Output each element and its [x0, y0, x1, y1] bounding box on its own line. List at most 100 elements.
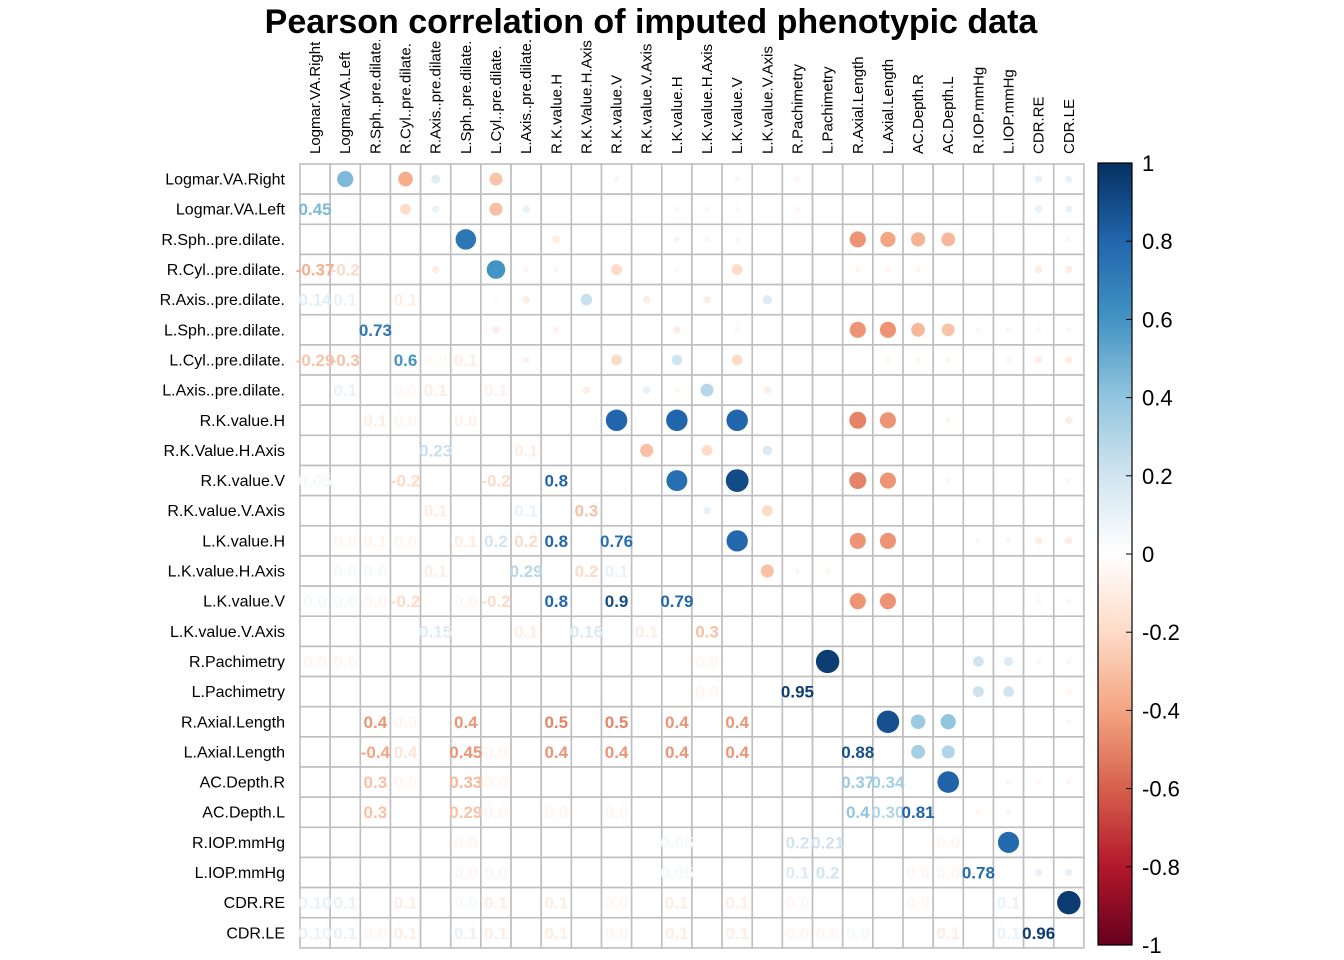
- grid-cell: [540, 766, 573, 798]
- correlation-value-label: 0.1: [514, 622, 538, 641]
- grid-cell: [932, 826, 965, 859]
- correlation-value-label: 0.1: [454, 351, 478, 370]
- correlation-value-label: 0.1: [544, 894, 568, 913]
- correlation-circle: [794, 568, 801, 574]
- grid-cell: [570, 193, 603, 226]
- grid-cell: [299, 404, 331, 437]
- grid-cell: [872, 283, 904, 316]
- grid-cell: [1022, 705, 1055, 738]
- column-label: R.Axis..pre.dilate.: [428, 36, 445, 154]
- grid-cell: [299, 585, 331, 618]
- grid-cell: [841, 705, 874, 738]
- correlation-circle: [762, 295, 772, 305]
- grid-cell: [630, 344, 663, 376]
- grid-cell: [329, 736, 362, 768]
- grid-cell: [600, 524, 633, 557]
- grid-cell: [811, 524, 844, 557]
- grid-cell: [329, 675, 362, 708]
- grid-cell: [962, 916, 995, 949]
- grid-cell: [811, 826, 844, 859]
- correlation-value-label: 0.1: [635, 622, 659, 641]
- column-label: Logmar.VA.Right: [307, 41, 324, 154]
- correlation-value-label: 0.0: [303, 592, 327, 611]
- grid-cell: [751, 796, 784, 829]
- correlation-circle: [580, 293, 593, 306]
- correlation-circle: [879, 593, 896, 610]
- correlation-value-label: 0.1: [997, 894, 1021, 913]
- grid-cell: [992, 464, 1025, 497]
- correlation-value-label: -0.29: [296, 351, 335, 370]
- grid-cell: [932, 585, 965, 618]
- grid-cell: [389, 796, 422, 829]
- correlation-value-label: 0.8: [544, 532, 568, 551]
- correlation-circle: [910, 232, 926, 247]
- column-label: L.IOP.mmHg: [1001, 69, 1018, 154]
- grid-cell: [329, 404, 362, 437]
- correlation-circle: [726, 409, 748, 432]
- grid-cell: [419, 675, 452, 708]
- correlation-circle: [431, 174, 441, 184]
- grid-cell: [359, 163, 392, 195]
- grid-cell: [691, 705, 723, 738]
- correlation-circle: [1065, 537, 1073, 545]
- grid-cell: [1052, 283, 1085, 316]
- color-legend: 1 0.8 0.6 0.4 0.2 0 -0.2 -0.4 -0.6 -0.8 -1: [1097, 151, 1180, 958]
- correlation-value-label: 0.0: [394, 411, 418, 430]
- row-label: AC.Depth.L: [202, 805, 285, 822]
- grid-cell: [1022, 374, 1055, 406]
- grid-cell: [691, 615, 723, 648]
- correlation-circle: [1034, 868, 1043, 877]
- grid-cell: [1052, 223, 1085, 256]
- grid-cell: [992, 494, 1025, 527]
- grid-cell: [660, 826, 693, 859]
- grid-cell: [902, 856, 934, 889]
- correlation-circle: [611, 264, 622, 275]
- correlation-value-label: 0.0: [695, 683, 719, 702]
- correlation-circle: [941, 745, 955, 759]
- grid-cell: [811, 796, 844, 829]
- column-label: CDR.LE: [1061, 99, 1078, 154]
- grid-cell: [570, 705, 603, 738]
- correlation-value-label: 0.1: [936, 924, 960, 943]
- correlation-value-label: 0.88: [841, 743, 874, 762]
- column-label: R.IOP.mmHg: [970, 67, 987, 154]
- grid-cell: [962, 826, 995, 859]
- grid-cell: [389, 886, 422, 919]
- grid-cell: [570, 796, 603, 829]
- grid-cell: [449, 555, 482, 587]
- grid-cell: [630, 736, 663, 768]
- grid-cell: [630, 464, 663, 497]
- grid-cell: [630, 705, 663, 738]
- grid-cell: [751, 193, 784, 226]
- grid-cell: [570, 916, 603, 949]
- grid-cell: [299, 705, 331, 738]
- correlation-circle: [1066, 236, 1072, 243]
- grid-cell: [721, 705, 754, 738]
- grid-cell: [540, 193, 573, 226]
- correlation-circle: [1065, 416, 1073, 425]
- grid-cell: [449, 585, 482, 618]
- grid-cell: [480, 404, 512, 437]
- row-label: R.Axial.Length: [181, 714, 285, 731]
- grid-cell: [449, 193, 482, 226]
- grid-cell: [600, 223, 633, 256]
- correlation-circle: [1065, 356, 1073, 364]
- grid-cell: [480, 615, 512, 648]
- grid-cell: [540, 675, 573, 708]
- correlation-value-label: 0.2: [514, 532, 538, 551]
- grid-cell: [449, 374, 482, 406]
- correlation-value-label: 0.3: [575, 502, 599, 521]
- grid-cell: [419, 464, 452, 497]
- correlation-value-label: 0.0: [364, 592, 388, 611]
- correlation-circle: [666, 470, 688, 492]
- grid-cell: [781, 223, 814, 256]
- correlation-value-label: 0.0: [544, 803, 568, 822]
- grid-cell: [660, 524, 693, 557]
- correlation-circle: [731, 264, 743, 275]
- grid-cell: [329, 193, 362, 226]
- correlation-circle: [1034, 537, 1043, 545]
- grid-cell: [299, 223, 331, 256]
- column-label: R.K.Value.H.Axis: [578, 40, 595, 154]
- grid-cell: [841, 283, 874, 316]
- legend-tick-label: -1: [1142, 933, 1162, 958]
